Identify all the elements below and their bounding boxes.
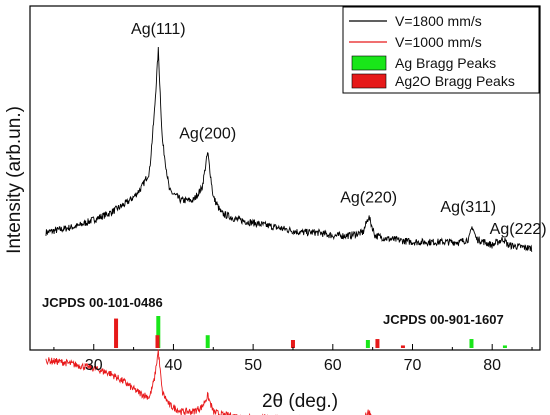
- ag-bragg-bar-1: [205, 335, 210, 348]
- ag-bragg-bar-2: [365, 340, 370, 348]
- legend-label-1800: V=1800 mm/s: [395, 13, 482, 29]
- ag2o-bragg-bar-5: [114, 318, 119, 348]
- peak-label-ag311: Ag(311): [440, 199, 496, 216]
- series-layer: [45, 46, 533, 415]
- ag-bragg-bar-0: [156, 316, 161, 348]
- ag2o-bragg-bar-8: [375, 339, 380, 348]
- reference-label-ag: JCPDS 00-101-0486: [42, 295, 163, 310]
- x-tick-label-60: 60: [324, 357, 342, 374]
- peak-label-ag200: Ag(200): [179, 125, 236, 142]
- legend-swatch-ag: [351, 55, 387, 71]
- plot-frame: [29, 5, 541, 351]
- ag-bragg-bar-4: [502, 345, 507, 348]
- x-axis-ticks: 30 40 50 60 70 80: [53, 344, 533, 374]
- ag2o-bragg-bar-9: [400, 345, 405, 348]
- ag2o-bragg-bar-6: [155, 335, 160, 348]
- y-axis-title: Intensity (arb.un.): [4, 106, 25, 254]
- ag2o-bragg-bar-7: [290, 340, 295, 348]
- peak-label-ag111: Ag(111): [131, 21, 186, 38]
- legend-swatch-ag2o: [351, 73, 387, 89]
- ag-bragg-bar-3: [469, 339, 474, 348]
- x-axis-title: 2θ (deg.): [262, 391, 338, 412]
- legend-label-1000: V=1000 mm/s: [395, 34, 482, 50]
- x-tick-label-70: 70: [404, 357, 422, 374]
- legend-label-ag: Ag Bragg Peaks: [395, 55, 496, 71]
- x-tick-label-30: 30: [85, 357, 103, 374]
- legend-label-ag2o: Ag2O Bragg Peaks: [395, 73, 515, 89]
- x-tick-label-50: 50: [244, 357, 262, 374]
- series-line-v1000: [45, 349, 373, 415]
- peak-label-ag222: Ag(222): [490, 221, 547, 238]
- x-tick-label-40: 40: [165, 357, 183, 374]
- series-line-v1800: [45, 46, 533, 252]
- x-tick-label-80: 80: [483, 357, 501, 374]
- peak-label-ag220: Ag(220): [340, 189, 397, 206]
- peak-labels: Ag(111) Ag(200) Ag(220) Ag(311) Ag(222): [131, 21, 547, 238]
- reference-bars: [114, 316, 507, 348]
- reference-label-ag2o: JCPDS 00-901-1607: [383, 312, 504, 327]
- legend: V=1800 mm/s V=1000 mm/s Ag Bragg Peaks A…: [342, 6, 540, 94]
